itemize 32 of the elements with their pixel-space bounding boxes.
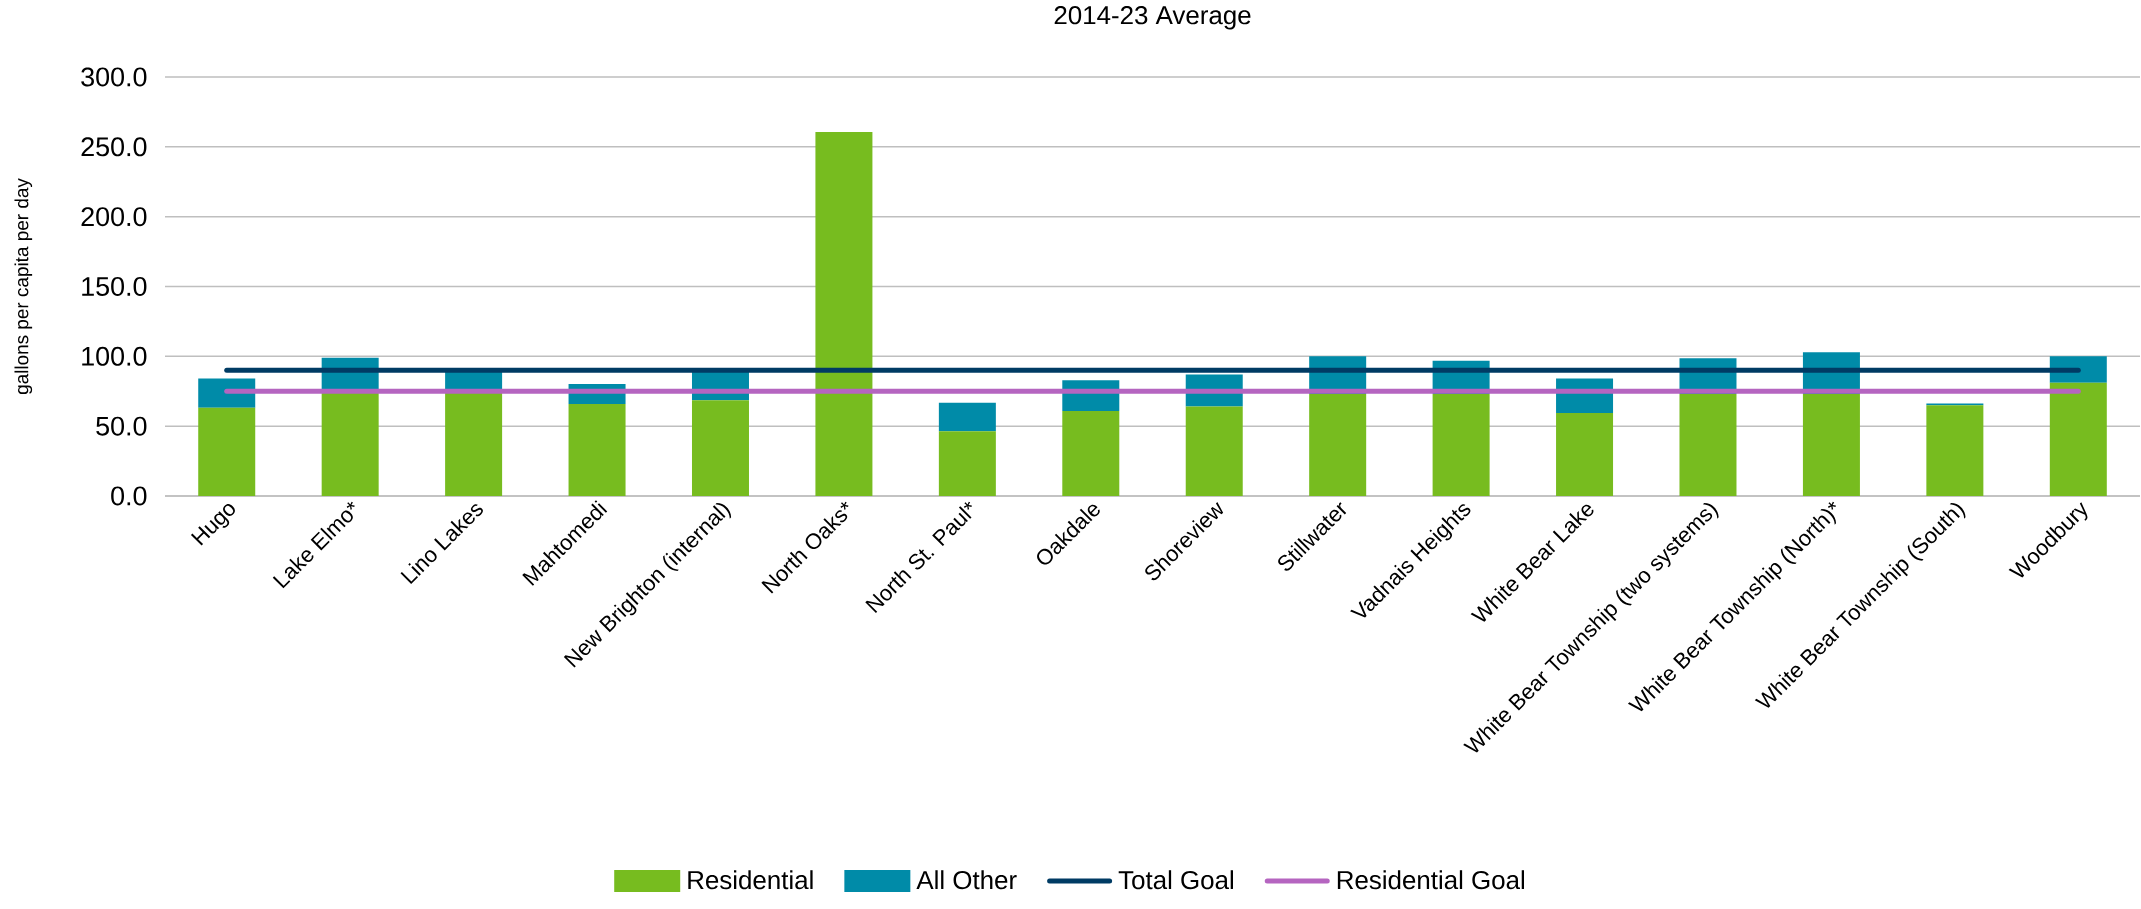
- y-tick-label: 50.0: [96, 416, 147, 436]
- chart-title: 2014-23 Average: [1054, 6, 1251, 30]
- bar: [691, 400, 749, 496]
- bar: [1309, 394, 1367, 496]
- bar: [815, 132, 873, 496]
- bar: [1679, 394, 1737, 496]
- legend-label: All Other: [916, 870, 1017, 890]
- bar: [198, 407, 256, 496]
- bar: [938, 402, 996, 432]
- bar: [321, 392, 379, 496]
- bar: [938, 431, 996, 496]
- y-axis-title: gallons per capita per day: [14, 178, 33, 395]
- bar: [2049, 382, 2107, 496]
- y-tick-label: 150.0: [82, 276, 147, 297]
- legend-label: Residential: [688, 870, 813, 890]
- bar: [1185, 406, 1243, 496]
- bar: [1062, 411, 1120, 496]
- bar: [1556, 412, 1614, 496]
- bar: [2049, 356, 2107, 383]
- legend-label: Total Goal: [1118, 870, 1233, 890]
- bar: [445, 392, 503, 496]
- y-tick-label: 250.0: [81, 137, 147, 157]
- y-tick-label: 100.0: [82, 346, 147, 366]
- legend-label: Residential Goal: [1337, 870, 1525, 890]
- y-tick-label: 200.0: [81, 207, 147, 227]
- y-tick-label: 300.0: [81, 67, 147, 87]
- bar: [1926, 405, 1984, 496]
- bar: [1802, 394, 1860, 496]
- bar: [198, 378, 256, 408]
- bar: [568, 404, 626, 496]
- y-tick-label: 0.0: [111, 486, 147, 506]
- bar: [1432, 394, 1490, 496]
